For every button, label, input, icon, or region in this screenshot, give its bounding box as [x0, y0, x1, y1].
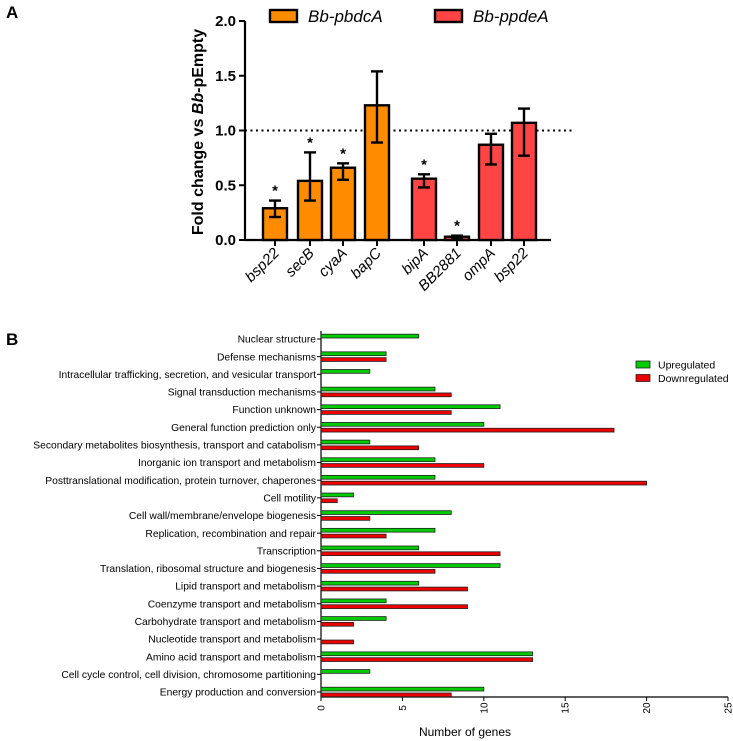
- bar-downregulated: [320, 586, 468, 592]
- y-tick-label: 0.5: [215, 177, 236, 194]
- y-label-suffix: -pEmpty: [190, 29, 207, 93]
- x-tick-label: bsp22: [242, 244, 283, 285]
- category-label: Cell motility: [263, 493, 316, 504]
- bar-downregulated: [320, 498, 338, 504]
- x-tick-label: 25: [724, 702, 733, 714]
- y-tick-label: 0.0: [215, 232, 236, 249]
- legend-label: Upregulated: [658, 360, 715, 372]
- bar-upregulated: [320, 492, 354, 498]
- x-tick-label: 5: [398, 705, 409, 711]
- significance-asterisk: *: [340, 145, 346, 162]
- bar-upregulated: [320, 457, 436, 462]
- bar-downregulated: [320, 463, 485, 468]
- legend-label: Bb-pbdcA: [308, 7, 383, 26]
- category-label: Replication, recombination and repair: [145, 529, 316, 540]
- bar-upregulated: [320, 686, 485, 692]
- panel-label-b: B: [6, 330, 18, 349]
- x-tick-label: ompA: [459, 245, 499, 285]
- category-label: Nuclear structure: [238, 335, 317, 346]
- y-label-italic: Bb: [190, 93, 207, 115]
- legend-label: Bb-ppdeA: [473, 7, 549, 26]
- bar-upregulated: [320, 404, 501, 409]
- bar-downregulated: [320, 569, 436, 574]
- x-tick-label: secB: [282, 245, 318, 281]
- bar-upregulated: [320, 386, 436, 392]
- significance-asterisk: *: [307, 134, 313, 151]
- bar-upregulated: [320, 527, 436, 533]
- category-label: Defense mechanisms: [217, 352, 316, 363]
- bar-upregulated: [320, 439, 371, 445]
- legend-swatch-upregulated: [635, 360, 651, 369]
- bar-downregulated: [320, 692, 452, 698]
- significance-asterisk: *: [421, 156, 427, 173]
- legend-swatch-downregulated: [635, 374, 651, 382]
- category-label: Nucleotide transport and metabolism: [148, 635, 316, 646]
- x-tick-label: 20: [642, 702, 653, 714]
- y-axis-label: Fold change vs Bb-pEmpty: [190, 29, 207, 235]
- bar-downregulated: [320, 357, 387, 362]
- bar-upregulated: [320, 616, 387, 621]
- y-tick-label: 1.5: [215, 68, 236, 85]
- chart-b-cog-categories: 0 5 10 15 20 25 Number of genes Nuclear structu…: [33, 331, 733, 739]
- category-label: Coenzyme transport and metabolism: [148, 599, 316, 610]
- bar-upregulated: [320, 651, 534, 657]
- bar-upregulated: [320, 510, 452, 515]
- category-label: Amino acid transport and metabolism: [146, 652, 316, 663]
- category-label: Intracellular trafficking, secretion, an…: [59, 370, 316, 381]
- category-label: Transcription: [257, 546, 316, 557]
- x-tick-label: 10: [479, 702, 490, 714]
- category-label: Signal transduction mechanisms: [168, 388, 316, 399]
- significance-asterisk: *: [272, 183, 278, 200]
- x-tick-label: bapC: [347, 245, 384, 282]
- bar-upregulated: [320, 598, 387, 604]
- bar-downregulated: [320, 410, 452, 415]
- panel-label-a: A: [6, 3, 18, 22]
- legend-label: Downregulated: [658, 373, 729, 385]
- bar-upregulated: [320, 580, 420, 586]
- bar-downregulated: [320, 392, 452, 398]
- x-tick-label: bsp22: [491, 244, 532, 285]
- category-label: Energy production and conversion: [160, 688, 317, 699]
- significance-asterisk: *: [454, 218, 460, 235]
- bar-upregulated: [320, 669, 371, 674]
- bar-downregulated: [320, 551, 501, 556]
- bar-downregulated: [320, 427, 615, 433]
- category-label: Cell wall/membrane/envelope biogenesis: [129, 511, 316, 522]
- bar-upregulated: [320, 351, 387, 357]
- bar-downregulated: [320, 516, 371, 521]
- bar-upregulated: [320, 474, 436, 480]
- x-tick-label: 15: [561, 702, 572, 714]
- category-label: Cell cycle control, cell division, chrom…: [61, 670, 316, 681]
- bar-downregulated: [320, 480, 648, 486]
- x-tick-label: cyaA: [315, 245, 351, 281]
- y-tick-label: 2.0: [215, 13, 236, 30]
- bar-downregulated: [320, 639, 354, 645]
- legend-swatch-1: [433, 8, 464, 24]
- category-label: Lipid transport and metabolism: [175, 582, 316, 593]
- bar-downregulated: [320, 604, 468, 609]
- bar-upregulated: [320, 333, 420, 339]
- bar-downregulated: [320, 622, 354, 627]
- category-label: Posttranslational modification, protein …: [45, 476, 316, 487]
- category-label: Inorganic ion transport and metabolism: [138, 458, 316, 469]
- x-tick-label: 0: [317, 705, 328, 711]
- bar-upregulated: [320, 545, 420, 551]
- bar-downregulated: [320, 445, 420, 451]
- category-label: Secondary metabolites biosynthesis, tran…: [33, 441, 316, 452]
- bar-upregulated: [320, 369, 371, 374]
- y-tick-label: 1.0: [215, 123, 236, 140]
- category-label: General function prediction only: [171, 423, 317, 434]
- x-axis-label: Number of genes: [419, 725, 511, 739]
- bar-downregulated: [320, 657, 534, 662]
- category-label: Carbohydrate transport and metabolism: [135, 617, 316, 628]
- chart-a-fold-change: 0.0 0.5 1.0 1.5 2.0 Fold change vs Bb-pEmpty *…: [190, 7, 574, 295]
- y-label-text: Fold change vs: [190, 114, 207, 235]
- bar-downregulated: [320, 533, 387, 539]
- bar-upregulated: [320, 563, 501, 568]
- category-label: Function unknown: [232, 405, 316, 416]
- category-label: Translation, ribosomal structure and bio…: [100, 564, 316, 575]
- bar-upregulated: [320, 422, 485, 427]
- legend-swatch-0: [268, 8, 299, 24]
